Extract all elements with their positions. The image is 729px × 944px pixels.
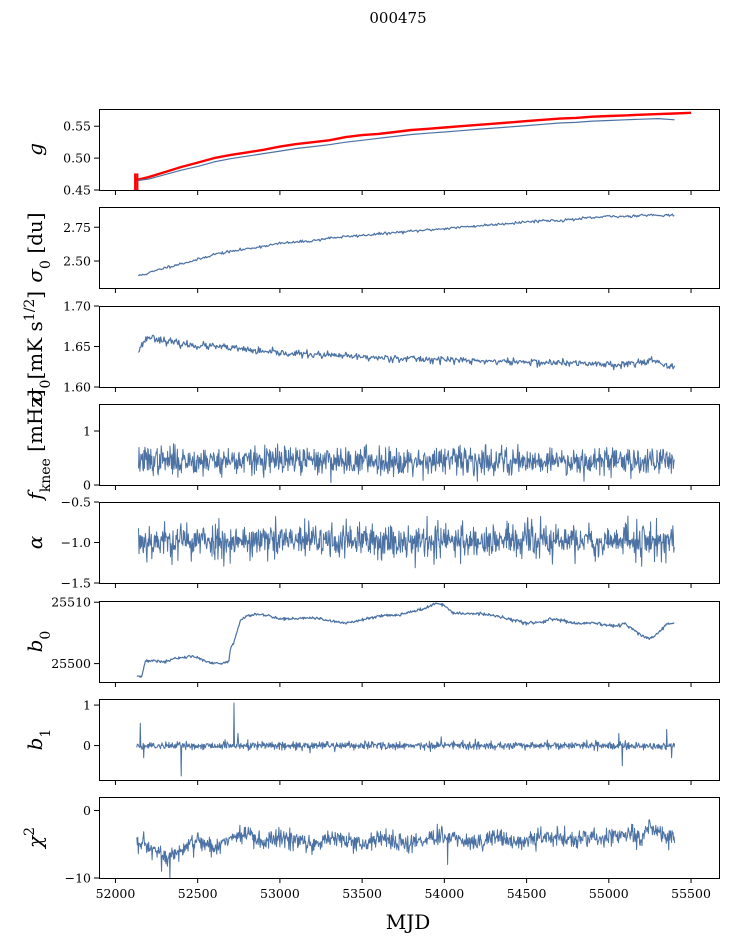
axes-frame <box>99 797 720 879</box>
panel-1: 0.45 0.50 0.55 g <box>23 109 720 198</box>
axes-frame <box>99 699 720 781</box>
y-axis-label: σ0[mK s1/2] <box>22 291 54 402</box>
y-axis-label: fknee [mHz] <box>23 389 54 501</box>
y-axis-label: g <box>23 143 47 156</box>
axes-frame <box>99 601 720 683</box>
axes-frame <box>99 404 720 486</box>
y-tick-label: 0 <box>83 803 91 818</box>
x-tick-label: 52000 <box>96 886 136 901</box>
axes-frame <box>99 306 720 388</box>
y-axis-label: b0 <box>23 631 54 653</box>
panel-7: 0 1 b1 <box>23 698 720 785</box>
y-tick-label: 1.70 <box>63 299 91 314</box>
y-tick-label: 2.75 <box>63 220 91 235</box>
panel-3: 1.60 1.65 1.70 σ0[mK s1/2] <box>22 291 720 402</box>
y-tick-label: 2.50 <box>63 254 91 269</box>
y-tick-label: 25500 <box>51 656 91 671</box>
x-tick-label: 55500 <box>671 886 711 901</box>
panel-5: −1.5 −1.0 −0.5 α <box>23 495 720 591</box>
panels: 0.45 0.50 0.55 g 2.50 2.75 σ0 [du] 1.60 1.65 1.70… <box>22 109 720 901</box>
x-tick-label: 55000 <box>589 886 629 901</box>
axes-frame <box>99 109 720 191</box>
series-line-1 <box>138 443 675 483</box>
series-line-1 <box>136 702 676 777</box>
y-axis-label: α <box>23 535 47 549</box>
y-tick-label: −0.5 <box>61 495 91 510</box>
y-tick-label: 0 <box>83 738 91 753</box>
series-line-1 <box>135 111 692 181</box>
x-tick-label: 52500 <box>178 886 218 901</box>
panel-6: 25500 25510 b0 <box>23 595 720 687</box>
y-tick-label: 25510 <box>51 595 91 610</box>
y-tick-label: −1.0 <box>61 535 91 550</box>
figure-title: 000475 <box>369 9 426 27</box>
y-tick-label: −1.5 <box>61 576 91 591</box>
series-line-1 <box>136 602 675 678</box>
x-tick-label: 54500 <box>507 886 547 901</box>
x-tick-label: 53000 <box>260 886 300 901</box>
x-tick-label: 53500 <box>342 886 382 901</box>
y-axis-label: b1 <box>23 729 54 751</box>
y-tick-label: 0.45 <box>63 183 91 198</box>
y-tick-label: 0.50 <box>63 151 91 166</box>
panel-8: −10 0 52000 52500 53000 53500 54000 54500 55000 5… <box>22 797 720 901</box>
y-tick-label: 1.65 <box>63 339 91 354</box>
y-tick-label: 1.60 <box>63 380 91 395</box>
y-tick-label: 1 <box>83 424 91 439</box>
x-tick-label: 54000 <box>424 886 464 901</box>
y-tick-label: 0 <box>83 478 91 493</box>
y-axis-label: χ2 <box>22 827 47 850</box>
y-axis-label: σ0 [du] <box>23 212 54 282</box>
series-line-1 <box>136 819 676 878</box>
axes-frame <box>99 502 720 584</box>
y-tick-label: 0.55 <box>63 119 91 134</box>
x-axis-label: MJD <box>386 910 431 934</box>
y-tick-label: 1 <box>83 698 91 713</box>
axes-frame <box>99 207 720 289</box>
series-line-1 <box>137 334 676 371</box>
series-line-2 <box>138 118 675 181</box>
series-line-1 <box>138 213 675 277</box>
y-tick-label: −10 <box>65 871 91 886</box>
panel-4: 0 1 fknee [mHz] <box>23 389 720 502</box>
series-line-1 <box>138 515 675 569</box>
panel-2: 2.50 2.75 σ0 [du] <box>23 207 720 293</box>
